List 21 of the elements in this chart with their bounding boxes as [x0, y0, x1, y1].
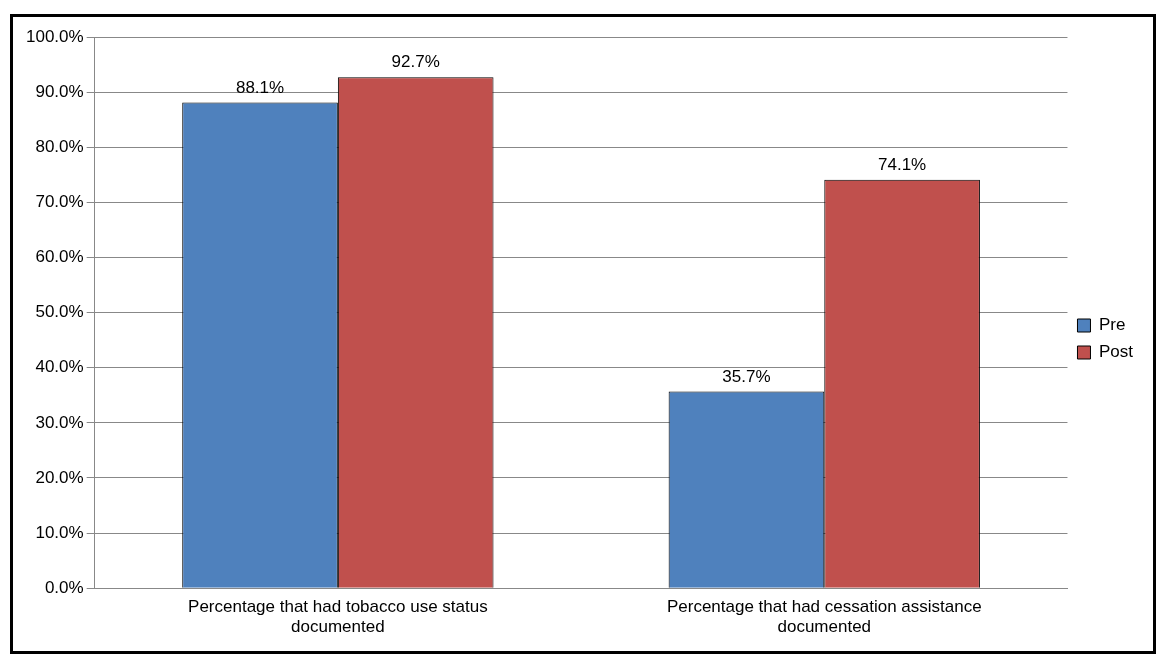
category-label: Percentage that had cessation assistance [666, 597, 982, 617]
legend-label: Pre [1098, 315, 1126, 335]
y-tick-label: 0.0% [44, 577, 84, 597]
text: 74.1% [878, 154, 927, 174]
category-label: Percentage that had tobacco use status [188, 597, 488, 617]
y-tick-label: 20.0% [35, 467, 84, 487]
y-tick-label: 40.0% [35, 357, 84, 377]
y-tick-label: 90.0% [35, 81, 84, 101]
category-label: documented [291, 617, 385, 637]
y-tick-label: 50.0% [35, 302, 84, 322]
text: 92.7% [391, 52, 440, 72]
y-tick-label: 10.0% [35, 522, 84, 542]
category-label: documented [777, 617, 872, 637]
y-tick-label: 70.0% [35, 192, 84, 212]
text: 88.1% [235, 77, 285, 97]
y-tick-label: 60.0% [35, 247, 84, 267]
y-tick-label: 100.0% [25, 26, 84, 46]
legend-label: Post [1098, 342, 1134, 362]
y-tick-label: 80.0% [35, 136, 84, 156]
y-tick-label: 30.0% [35, 412, 84, 432]
text: 35.7% [722, 366, 771, 386]
